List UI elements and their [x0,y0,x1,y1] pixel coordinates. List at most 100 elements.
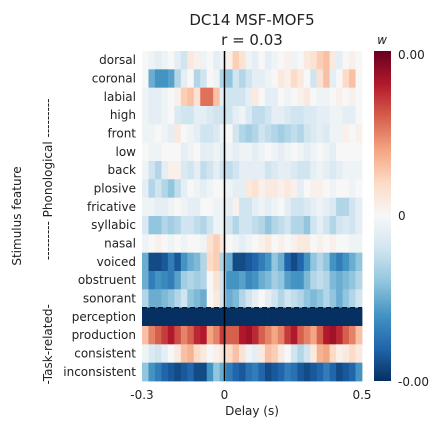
heatmap-cell [239,179,246,199]
heatmap-cell [154,142,162,162]
heatmap-cell [226,326,233,345]
heatmap-cell [316,69,324,89]
heatmap-cell [213,142,221,162]
heatmap-cell [174,142,182,162]
heatmap-cell [264,179,272,199]
heatmap-cell [174,289,182,309]
heatmap-cell [206,289,214,309]
heatmap-cell [271,142,279,162]
heatmap-cell [174,161,182,180]
heatmap-cell [303,307,311,327]
heatmap-cell [232,344,240,364]
heatmap-cell [316,271,324,290]
heatmap-cell [277,234,285,254]
heatmap-cell [187,197,195,217]
row-label: fricative [87,200,136,214]
heatmap-cell [284,161,292,180]
heatmap-cell [284,142,292,162]
heatmap-cell [258,344,266,364]
heatmap-cell [219,106,227,125]
heatmap-cell [161,142,169,162]
heatmap-cell [329,307,337,327]
heatmap-cell [200,161,208,180]
heatmap-cell [154,307,162,327]
heatmap-cell [264,106,272,125]
heatmap-cell [167,142,175,162]
heatmap-cell [290,344,298,364]
heatmap-cell [303,216,311,235]
heatmap-cell [142,51,149,70]
heatmap-cell [316,51,324,70]
heatmap-cell [213,106,221,125]
heatmap-cell [226,106,233,125]
heatmap-cell [161,124,169,144]
row-label: labial [104,90,136,104]
heatmap-cell [226,197,233,217]
heatmap-cell [264,124,272,144]
heatmap-cell [142,216,149,235]
heatmap-cell [161,234,169,254]
heatmap-cell [303,234,311,254]
heatmap-cell [187,87,195,107]
heatmap-cell [290,197,298,217]
heatmap-cell [297,179,305,199]
heatmap-cell [206,106,214,125]
heatmap-cell [316,326,324,345]
heatmap-cell [206,344,214,364]
heatmap-cell [316,344,324,364]
heatmap-cell [187,51,195,70]
heatmap-cell [303,142,311,162]
heatmap-cell [252,179,259,199]
heatmap-cell [342,234,350,254]
heatmap-cell [349,197,356,217]
heatmap-cell [180,216,188,235]
heatmap-cell [200,106,208,125]
heatmap-cell [271,106,279,125]
group-label: -Task-related- [41,304,55,384]
heatmap-cell [355,344,363,364]
heatmap-cell [349,344,356,364]
heatmap-cell [167,87,175,107]
heatmap-cell [161,197,169,217]
heatmap-cell [316,142,324,162]
heatmap-cell [245,197,253,217]
heatmap-cell [219,142,227,162]
heatmap-cell [277,362,285,382]
heatmap-cell [187,362,195,382]
heatmap-cell [336,197,343,217]
heatmap-cell [284,106,292,125]
heatmap-cell [213,252,221,272]
heatmap-cell [355,362,363,382]
heatmap-cell [342,124,350,144]
heatmap-cell [258,289,266,309]
heatmap-cell [206,362,214,382]
heatmap-cell [258,106,266,125]
heatmap-cell [342,307,350,327]
heatmap-cell [336,216,343,235]
heatmap-cell [245,234,253,254]
heatmap-cell [297,216,305,235]
heatmap-cell [297,106,305,125]
heatmap-cell [154,289,162,309]
heatmap-cell [187,307,195,327]
heatmap-cell [277,271,285,290]
heatmap-cell [161,252,169,272]
heatmap-cell [303,252,311,272]
heatmap-cell [142,87,149,107]
heatmap-cell [252,289,259,309]
heatmap-cell [245,252,253,272]
heatmap-cell [180,234,188,254]
heatmap-cell [174,69,182,89]
heatmap-cell [290,289,298,309]
heatmap-cell [245,161,253,180]
heatmap-cell [193,106,201,125]
row-label: plosive [94,182,136,196]
heatmap-cell [329,197,337,217]
colorbar-title: w [377,33,387,47]
heatmap-cell [271,326,279,345]
heatmap-cell [213,289,221,309]
heatmap-cell [290,51,298,70]
heatmap-cell [193,197,201,217]
heatmap-cell [342,326,350,345]
heatmap-cell [142,307,149,327]
